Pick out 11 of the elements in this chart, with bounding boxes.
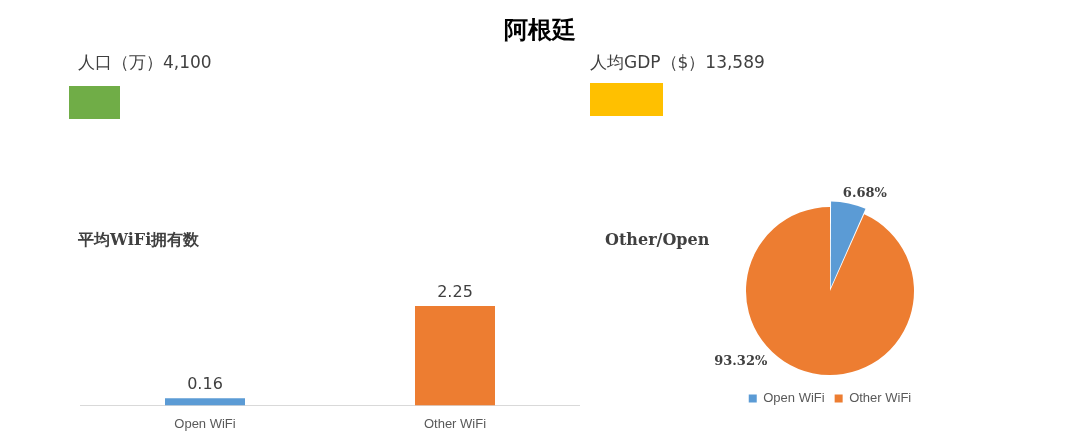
data-label: 6.68% <box>842 184 888 200</box>
legend-label: Open WiFi <box>763 390 825 406</box>
data-label: 0.16 <box>187 374 223 394</box>
text: Other/Open <box>605 230 710 249</box>
data-label: 2.25 <box>437 282 473 302</box>
text: 阿根廷 <box>503 14 577 46</box>
legend-label: Other WiFi <box>849 390 912 406</box>
chart-title: 平均WiFi拥有数 <box>78 230 200 251</box>
text: 人口（万）4,100 <box>78 51 212 74</box>
text: 人均GDP（$）13,589 <box>590 51 765 74</box>
data-label: 93.32% <box>714 353 768 369</box>
